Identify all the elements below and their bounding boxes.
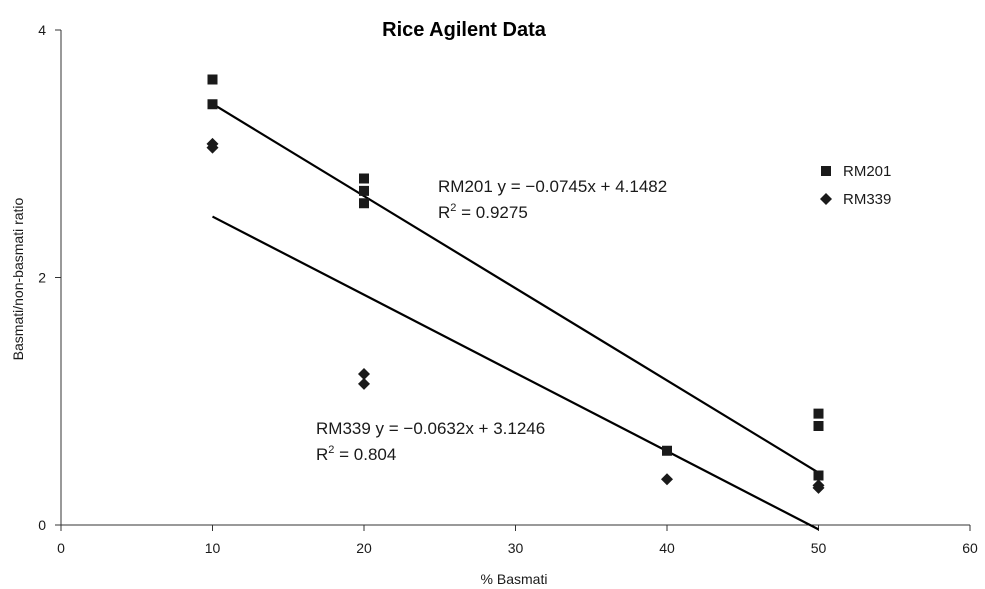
rm339-r2-value: = 0.804 (334, 445, 396, 464)
rm201-legend-label: RM201 (843, 163, 891, 180)
rm339-point (206, 141, 219, 154)
rm201-r2-prefix: R (438, 203, 450, 222)
rm201-r-squared: R2 = 0.9275 (438, 202, 528, 222)
x-tick-label: 50 (811, 540, 827, 556)
rm339-r-squared: R2 = 0.804 (316, 444, 396, 464)
rm201-point (813, 470, 824, 481)
rm201-r2-sup: 2 (450, 202, 456, 214)
rm201-point (813, 408, 824, 419)
rm201-r2-value: = 0.9275 (456, 203, 527, 222)
x-tick-label: 10 (205, 540, 221, 556)
rm339-point (358, 368, 370, 381)
rm201-legend-marker (821, 166, 831, 176)
rm201-equation: RM201 y = −0.0745x + 4.1482 (438, 177, 667, 196)
chart-title: Rice Agilent Data (382, 19, 547, 41)
rm339-r2-prefix: R (316, 445, 328, 464)
rm201-point (813, 421, 824, 431)
y-tick-label: 0 (38, 517, 46, 533)
x-tick-label: 30 (508, 540, 524, 556)
x-tick-label: 60 (962, 540, 978, 556)
rm201-point (207, 99, 218, 110)
regression-annotations: RM201 y = −0.0745x + 4.1482 R2 = 0.9275 … (316, 177, 667, 464)
rm339-r2-sup: 2 (328, 444, 334, 456)
axes: 0 10 20 30 40 50 60 0 2 4 (38, 22, 978, 556)
rm201-point (359, 185, 369, 196)
x-tick-label: 40 (659, 540, 675, 556)
rm339-legend-label: RM339 (843, 191, 891, 208)
trendlines (211, 102, 820, 531)
x-axis-label: % Basmati (481, 571, 548, 587)
y-tick-label: 2 (38, 270, 46, 286)
rm339-point (812, 481, 825, 494)
rm339-point (661, 473, 673, 486)
legend: RM201 RM339 (820, 163, 891, 208)
rm201-point (662, 445, 672, 456)
rm201-point (359, 173, 369, 184)
rm201-point (207, 74, 218, 85)
rm339-trendline (211, 215, 820, 531)
rm339-equation: RM339 y = −0.0632x + 3.1246 (316, 419, 545, 438)
x-tick-label: 0 (57, 540, 65, 556)
data-markers (206, 74, 825, 494)
rm339-legend-marker (820, 193, 832, 205)
y-tick-label: 4 (38, 22, 46, 38)
x-tick-label: 20 (356, 540, 372, 556)
rm339-point (358, 377, 370, 390)
rm201-point (359, 198, 369, 209)
y-axis-label: Basmati/non-basmati ratio (10, 197, 26, 360)
rm201-trendline (211, 102, 820, 474)
